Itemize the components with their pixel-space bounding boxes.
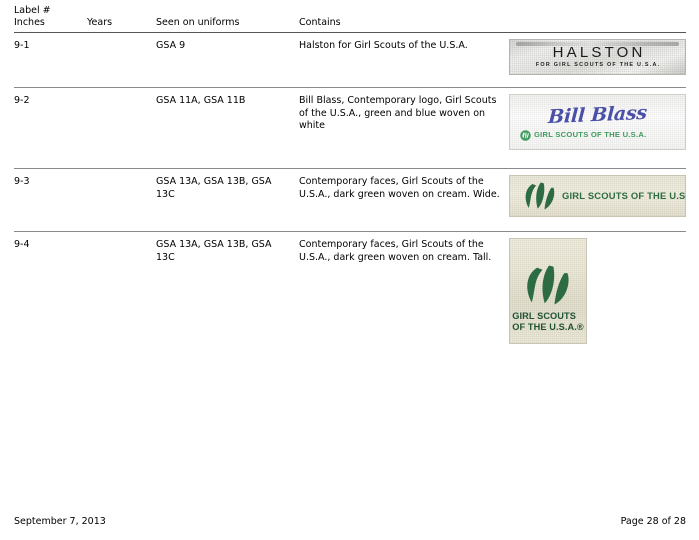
bill-blass-gsusa-line: GIRL SCOUTS OF THE U.S.A. bbox=[510, 129, 685, 142]
column-header-label-hash: Label # bbox=[14, 5, 51, 16]
cell-seen-on-uniforms: GSA 9 bbox=[156, 32, 299, 88]
cell-years bbox=[87, 32, 156, 88]
girl-scouts-wide-label-text: GIRL SCOUTS OF THE U.S.A.® bbox=[562, 189, 686, 201]
cell-label-image: GIRL SCOUTS OF THE U.S.A.® bbox=[509, 168, 686, 232]
halston-label-image: HALSTON FOR GIRL SCOUTS OF THE U.S.A. bbox=[509, 39, 686, 75]
table-header: Label # Inches Years Seen on uniforms Co… bbox=[14, 5, 686, 33]
page-footer: September 7, 2013 Page 28 of 28 bbox=[14, 516, 686, 528]
trefoil-icon bbox=[520, 130, 531, 141]
cell-label-image: GIRL SCOUTS OF THE U.S.A.® bbox=[509, 232, 686, 355]
footer-date: September 7, 2013 bbox=[14, 516, 106, 527]
cell-seen-on-uniforms: GSA 13A, GSA 13B, GSA 13C bbox=[156, 168, 299, 232]
girl-scouts-tall-label-text: GIRL SCOUTS OF THE U.S.A.® bbox=[512, 311, 583, 333]
halston-wordmark: HALSTON bbox=[552, 44, 646, 61]
cell-contains: Halston for Girl Scouts of the U.S.A. bbox=[299, 32, 509, 88]
table-row: 9-3 GSA 13A, GSA 13B, GSA 13C Contempora… bbox=[14, 168, 686, 232]
column-header-contains: Contains bbox=[299, 5, 509, 33]
column-header-inches-label: Inches bbox=[14, 17, 45, 28]
uniform-labels-table: Label # Inches Years Seen on uniforms Co… bbox=[14, 5, 686, 354]
cell-inches: 9-3 bbox=[14, 168, 87, 232]
cell-contains: Contemporary faces, Girl Scouts of the U… bbox=[299, 168, 509, 232]
footer-page-number: Page 28 of 28 bbox=[620, 516, 686, 527]
bill-blass-label-image: Bill Blass GIRL SCOUTS OF THE U.S bbox=[509, 94, 686, 150]
cell-years bbox=[87, 87, 156, 169]
cell-years bbox=[87, 168, 156, 232]
cell-contains: Contemporary faces, Girl Scouts of the U… bbox=[299, 239, 492, 263]
halston-subtitle: FOR GIRL SCOUTS OF THE U.S.A. bbox=[535, 62, 661, 68]
girl-scouts-wide-label-image: GIRL SCOUTS OF THE U.S.A.® bbox=[509, 175, 686, 217]
column-header-image bbox=[509, 5, 686, 33]
cell-inches: 9-1 bbox=[14, 32, 87, 88]
column-header-years-label: Years bbox=[87, 17, 113, 28]
table-row: 9-4 GSA 13A, GSA 13B, GSA 13C Contempora… bbox=[14, 232, 686, 355]
column-header-seen-on-uniforms-label: Seen on uniforms bbox=[156, 17, 240, 28]
table-header-row: Label # Inches Years Seen on uniforms Co… bbox=[14, 5, 686, 33]
girl-scouts-tall-label-line1: GIRL SCOUTS bbox=[512, 311, 576, 321]
label-fold-edge bbox=[516, 42, 679, 46]
cell-inches: 9-2 bbox=[14, 87, 87, 169]
cell-label-image: HALSTON FOR GIRL SCOUTS OF THE U.S.A. bbox=[509, 32, 686, 88]
trefoil-icon bbox=[522, 263, 574, 307]
table-row: 9-2 GSA 11A, GSA 11B Bill Blass, Contemp… bbox=[14, 87, 686, 169]
cell-years bbox=[87, 232, 156, 355]
column-header-years: Years bbox=[87, 5, 156, 33]
bill-blass-gsusa-text: GIRL SCOUTS OF THE U.S.A. bbox=[534, 130, 647, 140]
cell-seen-on-uniforms: GSA 13A, GSA 13B, GSA 13C bbox=[156, 239, 272, 263]
bill-blass-signature: Bill Blass bbox=[547, 102, 648, 129]
girl-scouts-tall-label-image: GIRL SCOUTS OF THE U.S.A.® bbox=[509, 238, 587, 344]
cell-contains: Bill Blass, Contemporary logo, Girl Scou… bbox=[299, 87, 509, 169]
column-header-inches: Label # Inches bbox=[14, 5, 87, 33]
column-header-seen-on-uniforms: Seen on uniforms bbox=[156, 5, 299, 33]
column-header-contains-label: Contains bbox=[299, 17, 341, 28]
cell-seen-on-uniforms: GSA 11A, GSA 11B bbox=[156, 87, 299, 169]
table-body: 9-1 GSA 9 Halston for Girl Scouts of the… bbox=[14, 32, 686, 355]
cell-label-image: Bill Blass GIRL SCOUTS OF THE U.S bbox=[509, 87, 686, 169]
cell-inches: 9-4 bbox=[14, 239, 30, 250]
trefoil-icon bbox=[522, 181, 558, 211]
girl-scouts-tall-label-line2: OF THE U.S.A.® bbox=[512, 322, 584, 332]
table-row: 9-1 GSA 9 Halston for Girl Scouts of the… bbox=[14, 32, 686, 88]
